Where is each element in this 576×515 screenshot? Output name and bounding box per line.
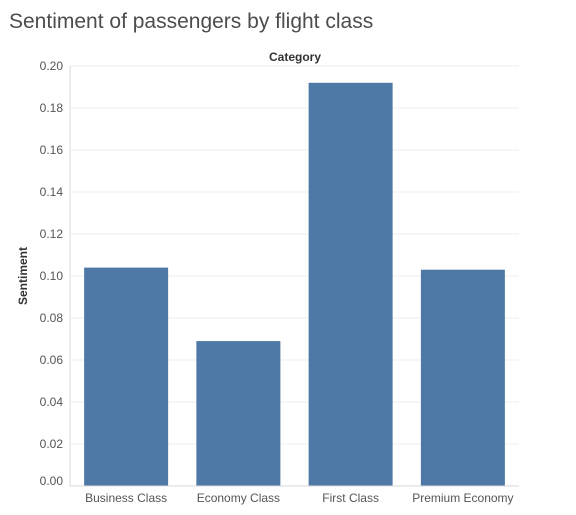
- y-tick-label: 0.16: [40, 143, 64, 157]
- y-tick-label: 0.00: [40, 474, 64, 488]
- y-tick-label: 0.02: [40, 437, 64, 451]
- bar-premium-economy[interactable]: [420, 269, 505, 486]
- y-axis-label: Sentiment: [16, 247, 30, 305]
- y-axis-ticks: 0.00 0.02 0.04 0.06 0.08 0.10 0.12 0.14 0.16 0.18…: [40, 59, 64, 488]
- bar-business-class[interactable]: [84, 267, 169, 486]
- y-tick-label: 0.18: [40, 101, 64, 115]
- y-tick-label: 0.12: [40, 227, 64, 241]
- x-tick-label: First Class: [322, 491, 379, 505]
- y-tick-label: 0.08: [40, 311, 64, 325]
- column-header: Category: [269, 50, 321, 64]
- x-tick-label: Economy Class: [197, 491, 280, 505]
- bar-series: [84, 82, 505, 487]
- y-tick-label: 0.14: [40, 185, 64, 199]
- y-tick-label: 0.20: [40, 59, 64, 73]
- x-tick-label: Premium Economy: [412, 491, 513, 505]
- y-tick-label: 0.04: [40, 395, 64, 409]
- y-tick-label: 0.10: [40, 269, 64, 283]
- bar-first-class[interactable]: [308, 82, 393, 487]
- bar-economy-class[interactable]: [196, 341, 281, 486]
- x-tick-label: Business Class: [85, 491, 167, 505]
- chart-title: Sentiment of passengers by flight class: [9, 10, 374, 33]
- x-axis-ticks: Business Class Economy Class First Class Pr…: [85, 491, 513, 505]
- y-tick-label: 0.06: [40, 353, 64, 367]
